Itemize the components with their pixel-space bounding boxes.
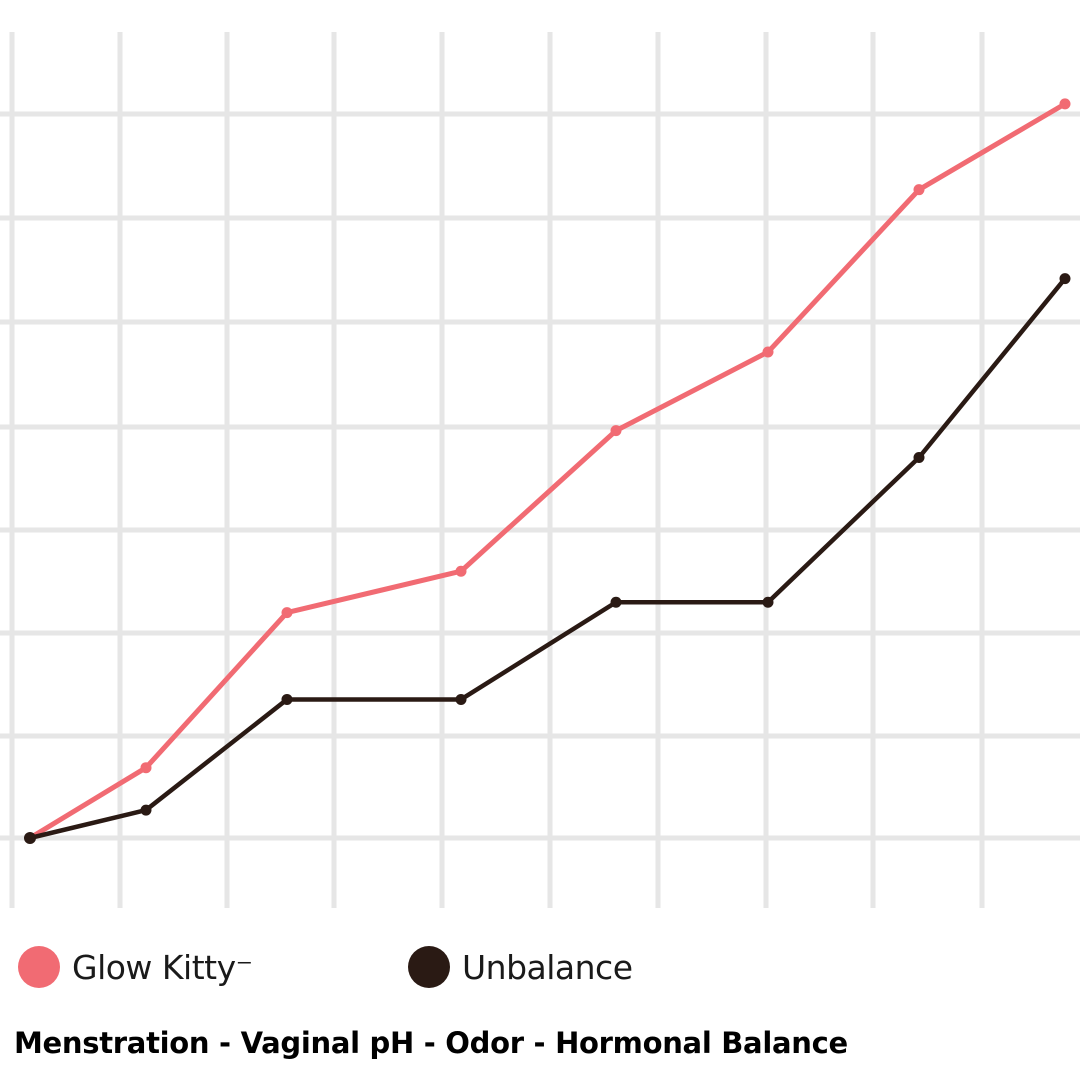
series-line-unbalance <box>29 277 1067 841</box>
series-lines <box>24 98 1071 844</box>
line-chart <box>0 32 1080 908</box>
series-line-glow-kitty <box>28 101 1067 841</box>
legend-dot-glow-kitty-icon <box>18 946 60 988</box>
legend: Glow Kitty⁻ Unbalance <box>0 942 1080 992</box>
data-point <box>140 762 152 774</box>
grid-lines <box>0 32 1080 908</box>
legend-label: Unbalance <box>462 947 633 987</box>
data-point <box>281 607 293 619</box>
data-point <box>610 425 622 437</box>
legend-dot-unbalance-icon <box>408 946 450 988</box>
legend-label: Glow Kitty⁻ <box>72 947 253 987</box>
data-point <box>913 451 925 463</box>
legend-item-glow-kitty: Glow Kitty⁻ <box>18 942 253 992</box>
data-point <box>281 693 293 705</box>
data-point <box>913 184 925 196</box>
data-point <box>1059 98 1071 110</box>
legend-item-unbalance: Unbalance <box>408 942 633 992</box>
data-point <box>762 596 774 608</box>
data-point <box>455 693 467 705</box>
data-point <box>1059 273 1071 285</box>
data-point <box>455 565 467 577</box>
data-point <box>140 804 152 816</box>
data-point <box>762 346 774 358</box>
data-point <box>610 596 622 608</box>
chart-caption: Menstration - Vaginal pH - Odor - Hormon… <box>14 1026 848 1060</box>
